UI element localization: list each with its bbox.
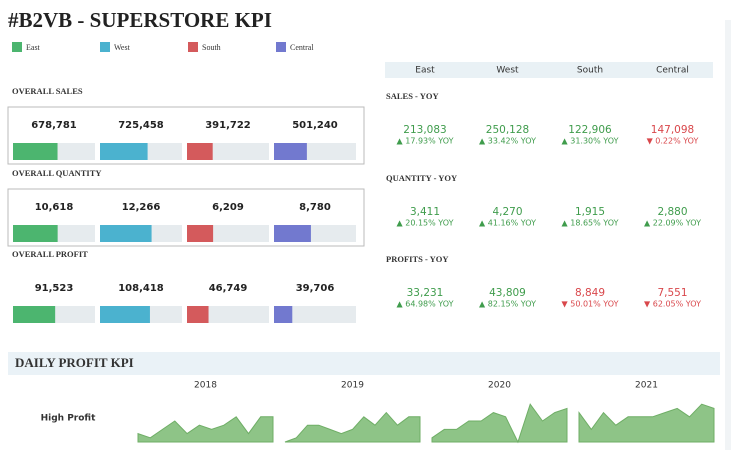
yoy-value: 122,906 [568, 124, 612, 136]
bar [13, 225, 58, 242]
section-label: OVERALL SALES [12, 86, 83, 96]
scrollbar [725, 20, 731, 450]
bar [187, 306, 209, 323]
bar-track [274, 306, 356, 323]
title: #B2VB - SUPERSTORE KPI [8, 8, 272, 32]
bar [274, 225, 311, 242]
section-label: OVERALL PROFIT [12, 249, 88, 259]
section-box [7, 188, 365, 247]
column-header: South [577, 66, 603, 76]
column-header: West [496, 66, 519, 76]
yoy-change: ▲ 82.15% YOY [479, 300, 536, 309]
header-band [385, 62, 713, 78]
legend-label: East [26, 43, 41, 52]
value: 391,722 [205, 120, 251, 131]
bar [13, 306, 56, 323]
yoy-change: ▼ 50.01% YOY [562, 300, 619, 309]
value: 46,749 [209, 283, 248, 294]
yoy-change: ▲ 20.15% YOY [397, 219, 454, 228]
value: 108,418 [118, 283, 164, 294]
yoy-change: ▲ 64.98% YOY [397, 300, 454, 309]
legend-label: West [114, 43, 131, 52]
yoy-value: 3,411 [410, 206, 440, 218]
area [137, 416, 274, 443]
yoy-value: 250,128 [486, 124, 529, 136]
legend-swatch [100, 42, 110, 52]
area [431, 403, 568, 444]
value: 725,458 [118, 120, 164, 131]
yoy-value: 8,849 [575, 287, 605, 299]
yoy-value: 7,551 [657, 287, 687, 299]
year-label: 2018 [194, 381, 217, 391]
section-label: QUANTITY - YOY [386, 173, 457, 183]
legend-label: Central [290, 43, 314, 52]
column-header: East [415, 66, 435, 76]
value: 8,780 [299, 202, 331, 213]
legend-swatch [188, 42, 198, 52]
yoy-change: ▲ 22.09% YOY [644, 219, 701, 228]
section-label: OVERALL QUANTITY [12, 168, 102, 178]
column-header: Central [656, 66, 689, 76]
yoy-change: ▼ 0.22% YOY [647, 137, 699, 146]
value: 6,209 [212, 202, 244, 213]
bar [100, 306, 150, 323]
area [284, 411, 421, 443]
section-label: SALES - YOY [386, 91, 439, 101]
value: 501,240 [292, 120, 338, 131]
legend-label: South [202, 43, 221, 52]
legend-swatch [276, 42, 286, 52]
yoy-value: 147,098 [651, 124, 694, 136]
value: 12,266 [122, 202, 161, 213]
year-label: 2019 [341, 381, 364, 391]
value: 91,523 [35, 283, 74, 294]
area [578, 403, 715, 443]
yoy-change: ▲ 18.65% YOY [562, 219, 619, 228]
bar [100, 143, 148, 160]
yoy-value: 213,083 [403, 124, 446, 136]
legend-swatch [12, 42, 22, 52]
year-label: 2021 [635, 381, 658, 391]
yoy-change: ▲ 41.16% YOY [479, 219, 536, 228]
yoy-change: ▲ 31.30% YOY [562, 137, 619, 146]
yoy-value: 43,809 [489, 287, 526, 299]
yoy-change: ▲ 17.93% YOY [397, 137, 454, 146]
yoy-value: 4,270 [492, 206, 522, 218]
bar [187, 225, 214, 242]
yoy-value: 1,915 [575, 206, 605, 218]
yoy-value: 2,880 [657, 206, 687, 218]
bar [187, 143, 213, 160]
bar [274, 143, 307, 160]
bar [100, 225, 152, 242]
value: 39,706 [296, 283, 335, 294]
yoy-change: ▼ 62.05% YOY [644, 300, 701, 309]
value: 10,618 [35, 202, 74, 213]
bar [13, 143, 58, 160]
section-title: DAILY PROFIT KPI [15, 355, 134, 370]
bar [274, 306, 293, 323]
section-box [7, 106, 365, 165]
value: 678,781 [31, 120, 77, 131]
row-label: High Profit [41, 414, 96, 424]
yoy-value: 33,231 [407, 287, 444, 299]
year-label: 2020 [488, 381, 511, 391]
yoy-change: ▲ 33.42% YOY [479, 137, 536, 146]
section-band [8, 352, 720, 375]
section-label: PROFITS - YOY [386, 254, 449, 264]
